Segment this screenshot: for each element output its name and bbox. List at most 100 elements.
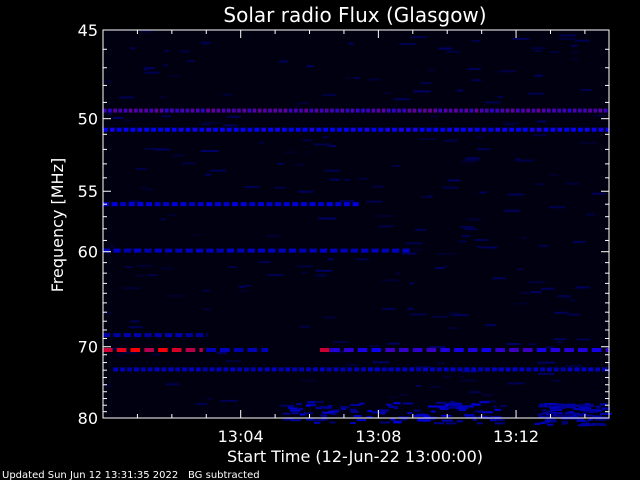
noise-speck <box>382 307 396 310</box>
band-segment <box>385 348 395 352</box>
band-segment <box>319 248 328 253</box>
burst-speck <box>306 404 317 407</box>
band-segment <box>144 248 152 253</box>
band-segment <box>144 348 154 352</box>
band-segment <box>510 108 515 113</box>
noise-speck <box>460 226 474 229</box>
noise-speck <box>447 179 461 182</box>
noise-speck <box>504 209 520 212</box>
noise-speck <box>239 285 246 288</box>
band-segment <box>159 108 164 113</box>
noise-speck <box>400 394 408 397</box>
noise-speck <box>514 157 521 160</box>
burst-speck <box>366 415 373 418</box>
burst-speck <box>559 414 570 417</box>
band-segment <box>171 127 177 132</box>
noise-speck <box>428 69 435 72</box>
band-segment <box>443 367 449 372</box>
noise-speck <box>497 95 503 98</box>
noise-speck <box>366 200 383 203</box>
band-segment <box>419 127 425 132</box>
band-segment <box>471 367 477 372</box>
burst-speck <box>456 420 464 423</box>
band-segment <box>282 127 287 132</box>
band-segment <box>440 348 450 352</box>
band-segment <box>195 248 204 253</box>
noise-speck <box>144 147 158 150</box>
chart-title: Solar radio Flux (Glasgow) <box>223 3 486 27</box>
noise-speck <box>223 93 233 96</box>
noise-speck <box>405 242 423 245</box>
burst-speck <box>424 419 431 422</box>
noise-speck <box>461 235 471 238</box>
noise-speck <box>572 51 578 54</box>
updated-timestamp: Updated Sun Jun 12 13:31:35 2022 <box>2 470 178 480</box>
x-tick-label: 13:12 <box>493 427 539 446</box>
burst-speck <box>330 412 337 415</box>
band-segment <box>120 202 127 207</box>
burst-speck <box>423 415 431 418</box>
burst-speck <box>575 408 586 411</box>
noise-speck <box>103 80 114 83</box>
band-segment <box>378 127 384 132</box>
noise-speck <box>534 74 543 77</box>
noise-speck <box>145 71 160 74</box>
noise-speck <box>409 282 414 285</box>
noise-speck <box>451 314 469 317</box>
burst-speck <box>461 409 467 412</box>
noise-speck <box>329 178 341 181</box>
burst-speck <box>390 418 396 421</box>
band-segment <box>271 367 277 372</box>
band-segment <box>547 367 552 372</box>
burst-speck <box>575 414 584 417</box>
band-segment <box>543 127 549 132</box>
burst-speck <box>581 423 591 425</box>
noise-speck <box>123 287 141 290</box>
noise-speck <box>130 320 140 323</box>
noise-speck <box>266 234 280 237</box>
band-segment <box>242 108 246 113</box>
noise-speck <box>576 338 590 341</box>
noise-speck <box>130 47 136 50</box>
noise-speck <box>414 365 431 368</box>
band-segment <box>598 127 604 132</box>
band-segment <box>103 248 111 253</box>
burst-speck <box>566 405 572 407</box>
x-tick-label: 13:08 <box>355 427 401 446</box>
band-segment <box>111 202 118 207</box>
band-segment <box>175 108 179 113</box>
band-segment <box>182 367 187 372</box>
noise-speck <box>369 345 380 348</box>
noise-speck <box>469 391 482 394</box>
band-segment <box>202 367 208 372</box>
band-segment <box>588 367 594 372</box>
noise-speck <box>179 50 190 53</box>
burst-speck <box>418 418 425 420</box>
band-segment <box>189 367 194 372</box>
noise-speck <box>308 400 324 403</box>
noise-speck <box>477 136 482 138</box>
noise-speck <box>202 308 211 311</box>
noise-speck <box>437 362 445 365</box>
band-segment <box>171 348 182 352</box>
band-segment <box>423 367 428 372</box>
noise-speck <box>328 145 337 148</box>
band-segment <box>275 202 282 207</box>
burst-speck <box>550 409 558 412</box>
band-segment <box>557 108 561 113</box>
band-segment <box>571 127 576 132</box>
burst-speck <box>558 412 563 415</box>
band-segment <box>335 202 342 207</box>
burst-speck <box>587 405 594 407</box>
band-segment <box>381 367 387 372</box>
band-segment <box>211 108 215 113</box>
burst-speck <box>413 409 421 412</box>
burst-speck <box>441 414 452 417</box>
band-segment <box>113 367 119 372</box>
noise-speck <box>528 343 536 346</box>
burst-speck <box>583 414 594 417</box>
noise-speck <box>476 245 482 248</box>
band-segment <box>540 367 545 372</box>
burst-speck <box>359 402 365 405</box>
band-segment <box>333 367 339 372</box>
